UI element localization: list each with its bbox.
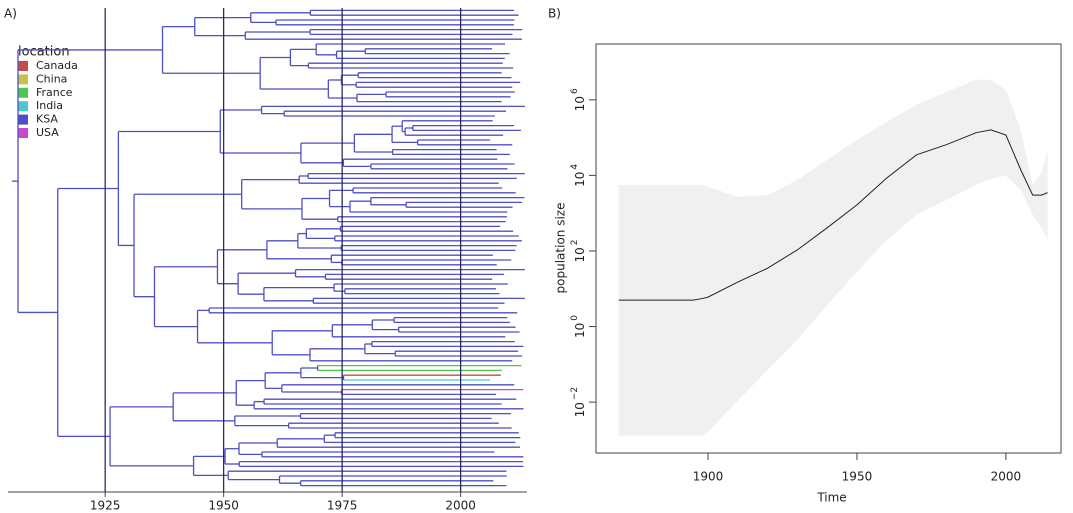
legend-label: India: [36, 99, 63, 112]
y-tick-label: 104: [570, 164, 587, 187]
plot-frame: [595, 43, 1062, 454]
median-line: [618, 129, 1048, 301]
legend-label: KSA: [36, 113, 58, 126]
y-tick-exponent: 6: [570, 88, 580, 94]
y-tick-exponent: −2: [570, 387, 580, 400]
y-tick-base: 10: [573, 402, 587, 417]
x-tick-label: 1925: [90, 499, 121, 513]
x-axis-label: Time: [816, 491, 846, 505]
x-tick-label: 2000: [445, 499, 476, 513]
y-tick-exponent: 0: [570, 315, 580, 321]
panel-label: A): [4, 7, 17, 21]
legend-swatch: [18, 128, 28, 138]
tree: [12, 9, 525, 487]
legend-label: France: [36, 86, 73, 99]
y-tick-base: 10: [573, 96, 587, 111]
y-tick-label: 10−2: [570, 387, 587, 418]
y-tick-exponent: 4: [570, 164, 580, 170]
x-tick-label: 1900: [693, 470, 724, 484]
x-tick-label: 1975: [327, 499, 358, 513]
legend-swatch: [18, 87, 28, 98]
panel-label: B): [548, 7, 561, 21]
y-tick-exponent: 2: [570, 239, 580, 245]
legend-label: China: [36, 72, 67, 85]
legend-title: location: [18, 45, 70, 60]
legend-swatch: [18, 114, 28, 125]
confidence-band: [618, 79, 1048, 436]
legend-swatch: [18, 61, 28, 71]
legend-label: Canada: [36, 59, 78, 72]
y-tick-label: 106: [570, 88, 587, 111]
y-tick-label: 102: [570, 239, 587, 262]
x-tick-label: 1950: [208, 499, 239, 513]
x-tick-label: 2000: [991, 470, 1022, 484]
legend-label: USA: [36, 126, 59, 139]
legend-swatch: [18, 101, 28, 112]
legend-swatch: [18, 74, 28, 85]
y-axis-label: population size: [554, 203, 568, 294]
y-tick-base: 10: [573, 323, 587, 338]
y-tick-base: 10: [573, 172, 587, 187]
y-tick-label: 100: [570, 315, 587, 338]
y-tick-base: 10: [573, 247, 587, 262]
x-tick-label: 1950: [842, 470, 873, 484]
